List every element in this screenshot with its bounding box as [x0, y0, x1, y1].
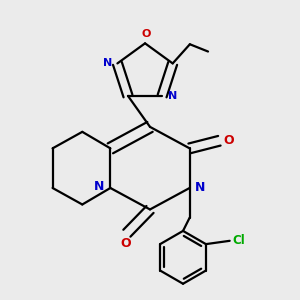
Text: O: O — [120, 237, 130, 250]
Text: N: N — [195, 182, 206, 194]
Text: O: O — [141, 29, 151, 39]
Text: Cl: Cl — [232, 234, 245, 247]
Text: O: O — [223, 134, 234, 147]
Text: N: N — [103, 58, 112, 68]
Text: N: N — [94, 180, 104, 193]
Text: N: N — [168, 91, 177, 101]
